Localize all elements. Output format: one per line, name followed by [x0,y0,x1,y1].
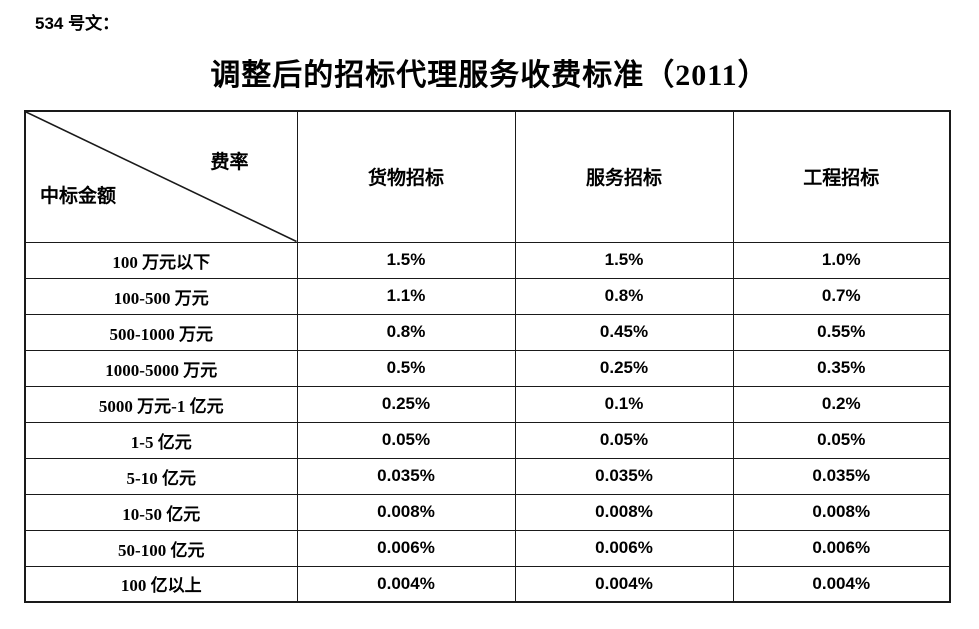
row-label: 10-50 亿元 [24,493,298,531]
rate-value: 0.035% [296,457,516,495]
rate-value: 0.004% [296,565,516,603]
rate-value: 1.1% [296,277,516,315]
row-label: 50-100 亿元 [24,529,298,567]
rate-value: 0.25% [514,349,734,387]
row-label: 1-5 亿元 [24,421,298,459]
rate-value: 0.035% [514,457,734,495]
rate-value: 0.1% [514,385,734,423]
table-row: 1000-5000 万元 0.5% 0.25% 0.35% [24,349,951,387]
rate-value: 0.35% [732,349,951,387]
table-row: 5-10 亿元 0.035% 0.035% 0.035% [24,457,951,495]
diagonal-corner-cell: 费率 中标金额 [24,110,298,243]
table-row: 100 亿以上 0.004% 0.004% 0.004% [24,565,951,603]
doc-number-label: 534 号文： [35,14,120,33]
rate-value: 0.5% [296,349,516,387]
column-header-engineering: 工程招标 [732,110,951,243]
corner-label-amount: 中标金额 [40,185,117,207]
rate-value: 0.006% [296,529,516,567]
row-label: 1000-5000 万元 [24,349,298,387]
rate-value: 0.008% [732,493,951,531]
row-label: 5000 万元-1 亿元 [24,385,298,423]
corner-label-rate: 费率 [210,152,249,173]
diagonal-divider-line [26,112,297,242]
rate-value: 1.5% [514,241,734,279]
row-label: 100 亿以上 [24,565,298,603]
rate-value: 0.2% [732,385,951,423]
rate-value: 0.25% [296,385,516,423]
rate-value: 0.006% [514,529,734,567]
rate-value: 0.006% [732,529,951,567]
row-label: 500-1000 万元 [24,313,298,351]
table-row: 500-1000 万元 0.8% 0.45% 0.55% [24,313,951,351]
rate-value: 0.05% [732,421,951,459]
table-row: 1-5 亿元 0.05% 0.05% 0.05% [24,421,951,459]
rate-value: 0.8% [296,313,516,351]
rate-value: 0.8% [514,277,734,315]
rate-value: 0.004% [732,565,951,603]
table-row: 5000 万元-1 亿元 0.25% 0.1% 0.2% [24,385,951,423]
rate-value: 0.7% [732,277,951,315]
rate-value: 0.45% [514,313,734,351]
row-label: 100-500 万元 [24,277,298,315]
rate-value: 0.008% [514,493,734,531]
rate-value: 0.004% [514,565,734,603]
column-header-services: 服务招标 [514,110,734,243]
rate-value: 1.5% [296,241,516,279]
row-label: 5-10 亿元 [24,457,298,495]
rate-value: 0.035% [732,457,951,495]
column-header-goods: 货物招标 [296,110,516,243]
row-label: 100 万元以下 [24,241,298,279]
table-row: 100-500 万元 1.1% 0.8% 0.7% [24,277,951,315]
fee-rate-table: 费率 中标金额 货物招标 服务招标 工程招标 100 万元以下 1.5% 1.5… [24,110,951,603]
diagonal-corner-inner: 费率 中标金额 [26,112,297,242]
rate-value: 0.05% [296,421,516,459]
table-header-row: 费率 中标金额 货物招标 服务招标 工程招标 [24,110,951,243]
rate-value: 0.05% [514,421,734,459]
table-row: 100 万元以下 1.5% 1.5% 1.0% [24,241,951,279]
page-title: 调整后的招标代理服务收费标准（2011） [210,59,769,92]
table-row: 10-50 亿元 0.008% 0.008% 0.008% [24,493,951,531]
rate-value: 0.55% [732,313,951,351]
rate-value: 0.008% [296,493,516,531]
table-row: 50-100 亿元 0.006% 0.006% 0.006% [24,529,951,567]
rate-value: 1.0% [732,241,951,279]
